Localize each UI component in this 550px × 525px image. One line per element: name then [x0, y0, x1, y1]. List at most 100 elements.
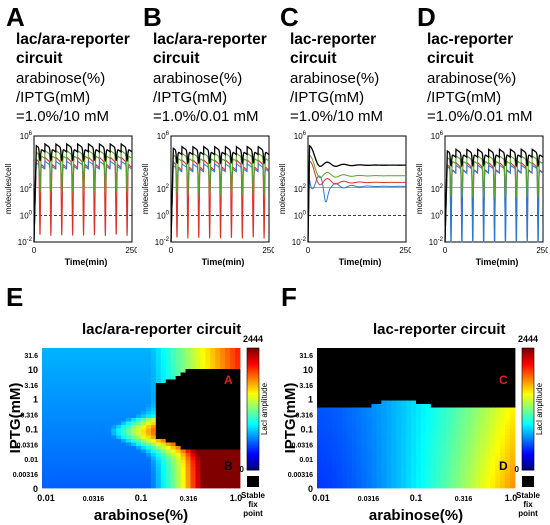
heatmap-cell	[460, 400, 466, 405]
heatmap-cell	[321, 446, 328, 450]
heatmap-cell	[346, 456, 353, 461]
heatmap-cell	[141, 393, 147, 398]
heatmap-cell	[396, 379, 402, 384]
heatmap-cell	[475, 421, 481, 426]
heatmap-cell	[485, 421, 491, 426]
heatmap-cell	[91, 400, 97, 405]
heatmap-cell	[165, 411, 172, 415]
heatmap-cell	[56, 449, 63, 454]
heatmap-cell	[76, 397, 82, 401]
heatmap-cell	[131, 449, 137, 454]
heatmap-cell	[440, 383, 447, 387]
heatmap-cell	[160, 386, 167, 391]
heatmap-cell	[435, 383, 442, 387]
heatmap-cell	[366, 477, 372, 482]
heatmap-cell	[356, 372, 362, 377]
heatmap-cell	[131, 411, 137, 415]
heatmap-cell	[460, 372, 466, 377]
panel-title: lac/ara-reporter circuit	[153, 30, 267, 68]
heatmap-cell	[160, 397, 167, 401]
heatmap-cell	[485, 474, 491, 478]
heatmap-cell	[185, 474, 191, 478]
heatmap-cell	[210, 418, 216, 422]
heatmap-cell	[366, 397, 372, 401]
heatmap-cell	[165, 484, 172, 489]
heatmap-cell	[76, 446, 82, 450]
heatmap-cell	[46, 372, 53, 377]
heatmap-cell	[230, 432, 236, 436]
heatmap-cell	[435, 351, 442, 356]
heatmap-cell	[381, 421, 387, 426]
heatmap-cell	[510, 484, 516, 489]
heatmap-cell	[411, 428, 417, 433]
heatmap-cell	[416, 432, 422, 436]
heatmap-cell	[326, 435, 333, 440]
heatmap-cell	[465, 425, 471, 429]
heatmap-cell	[465, 453, 471, 457]
heatmap-cell	[326, 348, 333, 352]
x-axis-label: Time(min)	[65, 257, 108, 267]
heatmap-cell	[200, 481, 206, 485]
heatmap-cell	[376, 474, 382, 478]
heatmap-cell	[430, 418, 437, 422]
heatmap-cell	[366, 365, 372, 370]
heatmap-cell	[170, 418, 177, 422]
heatmap-cell	[116, 414, 122, 419]
colorbar-segment	[247, 425, 259, 428]
heatmap-cell	[470, 463, 476, 468]
heatmap-cell	[401, 435, 407, 440]
heatmap-cell	[116, 449, 122, 454]
heatmap-cell	[56, 414, 63, 419]
heatmap-cell	[361, 397, 367, 401]
heatmap-cell	[220, 481, 226, 485]
heatmap-cell	[425, 355, 432, 359]
heatmap-cell	[205, 355, 211, 359]
heatmap-cell	[160, 400, 167, 405]
heatmap-cell	[401, 484, 407, 489]
heatmap-cell	[425, 393, 432, 398]
heatmap-cell	[401, 400, 407, 405]
heatmap-cell	[46, 351, 53, 356]
heatmap-cell	[445, 358, 452, 363]
heatmap-cell	[205, 449, 211, 454]
heatmap-cell	[356, 358, 362, 363]
heatmap-cell	[416, 467, 422, 471]
heatmap-cell	[366, 481, 372, 485]
heatmap-cell	[500, 467, 506, 471]
heatmap-cell	[440, 449, 447, 454]
heatmap-cell	[490, 362, 496, 366]
heatmap-cell	[411, 351, 417, 356]
heatmap-cell	[480, 484, 486, 489]
heatmap-cell	[46, 474, 53, 478]
heatmap-cell	[155, 386, 162, 391]
heatmap-cell	[455, 425, 461, 429]
heatmap-cell	[326, 390, 333, 394]
heatmap-cell	[235, 463, 241, 468]
heatmap-cell	[416, 425, 422, 429]
heatmap-cell	[205, 474, 211, 478]
heatmap-cell	[396, 362, 402, 366]
heatmap-cell	[150, 435, 157, 440]
heatmap-cell	[195, 348, 201, 352]
heatmap-cell	[200, 393, 206, 398]
heatmap-cell	[106, 355, 112, 359]
heatmap-cell	[71, 372, 78, 377]
heatmap-cell	[131, 404, 137, 408]
heatmap-cell	[56, 421, 63, 426]
heatmap-cell	[180, 372, 186, 377]
heatmap-cell	[490, 428, 496, 433]
panel-condition: arabinose(%)/IPTG(mM) =1.0%/10 mM	[290, 69, 383, 126]
heatmap-cell	[141, 351, 147, 356]
heatmap-cell	[101, 463, 107, 468]
heatmap-cell	[510, 477, 516, 482]
heatmap-cell	[180, 355, 186, 359]
heatmap-cell	[195, 397, 201, 401]
heatmap-cell	[485, 467, 491, 471]
heatmap-cell	[396, 460, 402, 464]
heatmap-cell	[416, 470, 422, 475]
heatmap-cell	[366, 421, 372, 426]
heatmap-cell	[401, 393, 407, 398]
heatmap-cell	[450, 442, 456, 447]
heatmap-cell	[51, 411, 58, 415]
heatmap-cell	[455, 348, 461, 352]
